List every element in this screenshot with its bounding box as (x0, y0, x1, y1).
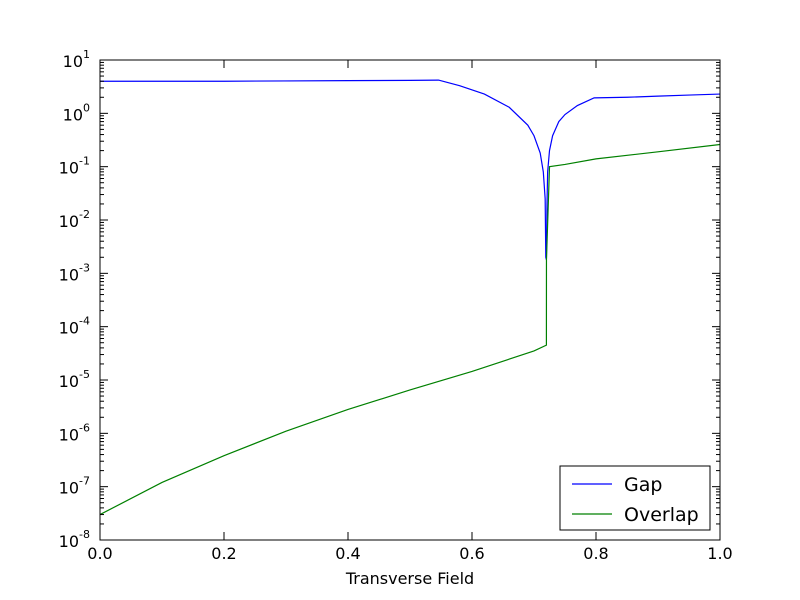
y-tick-label: 10-4 (59, 315, 90, 338)
y-tick-exponent: -7 (79, 475, 90, 488)
y-tick-base: 10 (59, 159, 79, 178)
legend-label-gap: Gap (624, 474, 662, 496)
y-tick-exponent: -2 (79, 208, 90, 221)
y-tick-label: 10-1 (59, 155, 90, 178)
y-tick-exponent: -5 (79, 368, 90, 381)
series-line-overlap (99, 143, 721, 516)
x-tick-label: 0.4 (335, 544, 360, 563)
y-tick-label: 10-3 (59, 261, 90, 284)
y-tick-base: 10 (59, 425, 79, 444)
y-tick-label: 10-6 (59, 421, 90, 444)
y-tick-label: 10-5 (59, 368, 90, 391)
y-tick-exponent: -6 (79, 421, 90, 434)
x-tick-label: 0.2 (211, 544, 236, 563)
y-tick-label: 10-7 (59, 475, 90, 498)
y-tick-exponent: -8 (79, 528, 90, 541)
x-tick-label: 0.0 (87, 544, 112, 563)
x-axis: 0.0 0.2 0.4 0.6 0.8 1.0 (87, 60, 733, 563)
y-tick-exponent: 0 (83, 101, 90, 114)
x-axis-label: Transverse Field (345, 569, 474, 588)
legend-label-overlap: Overlap (624, 504, 699, 526)
legend: Gap Overlap (559, 465, 711, 531)
y-tick-label: 10-2 (59, 208, 90, 231)
legend-box (559, 465, 711, 531)
plot-frame (99, 59, 721, 541)
y-tick-exponent: -3 (79, 261, 90, 274)
y-tick-base: 10 (59, 212, 79, 231)
y-tick-base: 10 (59, 265, 79, 284)
y-tick-exponent: -4 (79, 315, 90, 328)
y-tick-base: 10 (59, 319, 79, 338)
y-tick-label: 10-8 (59, 528, 90, 551)
y-tick-base: 10 (59, 372, 79, 391)
plot-background (100, 60, 720, 540)
series-line-gap (100, 79, 721, 260)
y-tick-exponent: 1 (83, 48, 90, 61)
y-tick-label: 100 (63, 101, 90, 124)
series-layer (99, 79, 721, 516)
y-tick-base: 10 (63, 52, 83, 71)
x-tick-label: 1.0 (707, 544, 732, 563)
y-tick-base: 10 (63, 105, 83, 124)
y-tick-base: 10 (59, 532, 79, 551)
y-tick-label: 101 (63, 48, 90, 71)
x-tick-label: 0.8 (583, 544, 608, 563)
x-tick-label: 0.6 (459, 544, 484, 563)
y-tick-exponent: -1 (79, 155, 90, 168)
y-tick-base: 10 (59, 479, 79, 498)
